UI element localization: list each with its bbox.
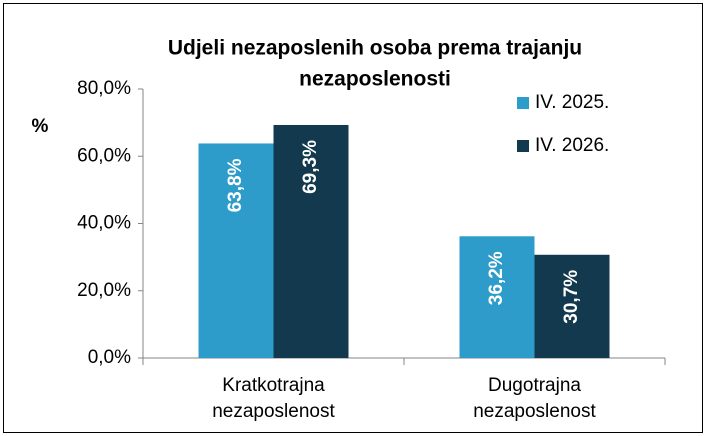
chart-title: Udjeli nezaposlenih osoba prema trajanju <box>168 37 582 60</box>
legend-label: IV. 2025. <box>535 92 609 113</box>
bar <box>534 254 610 358</box>
bar <box>459 236 535 358</box>
x-tick-label: Kratkotrajna nezaposlenost <box>212 375 335 422</box>
bar <box>273 124 349 358</box>
y-tick-label: 60,0% <box>77 145 131 166</box>
legend-swatch <box>517 140 529 152</box>
data-label: 36,2% <box>486 251 507 305</box>
bar <box>198 143 274 358</box>
data-label: 30,7% <box>561 270 582 324</box>
y-axis-label: % <box>32 116 49 137</box>
legend-label: IV. 2026. <box>535 135 609 156</box>
chart-border <box>3 3 703 433</box>
y-tick-label: 80,0% <box>77 78 131 99</box>
y-tick-label: 20,0% <box>77 280 131 301</box>
x-tick-label: Dugotrajna nezaposlenost <box>473 375 596 422</box>
chart-title: nezaposlenosti <box>299 68 451 91</box>
data-label: 69,3% <box>300 140 321 194</box>
legend-swatch <box>517 97 529 109</box>
y-tick-label: 40,0% <box>77 213 131 234</box>
y-tick-label: 0,0% <box>88 347 131 368</box>
data-label: 63,8% <box>225 158 246 212</box>
